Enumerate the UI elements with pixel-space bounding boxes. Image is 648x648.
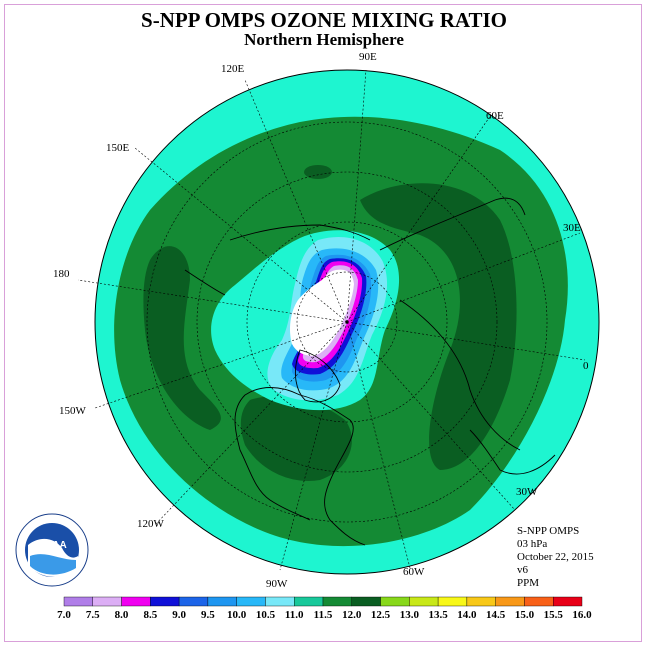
colorbar-swatch xyxy=(351,596,381,607)
info-block: S-NPP OMPS 03 hPa October 22, 2015 v6 PP… xyxy=(517,525,594,590)
colorbar-swatch xyxy=(92,596,122,607)
colorbar-tick-label: 7.5 xyxy=(86,609,100,621)
colorbar-tick-label: 13.5 xyxy=(428,609,448,621)
info-version: v6 xyxy=(517,564,528,576)
colorbar-swatch xyxy=(265,596,295,607)
contour-11-5-east xyxy=(360,183,517,470)
noaa-logo-text: NOAA xyxy=(37,540,66,551)
colorbar-tick-label: 12.5 xyxy=(371,609,391,621)
map-border xyxy=(94,69,600,575)
eurasia-coast xyxy=(184,197,526,451)
colorbar-tick-label: 7.0 xyxy=(57,609,71,621)
colorbar-swatch xyxy=(121,596,151,607)
colorbar-swatch xyxy=(380,596,410,607)
colorbar-tick-label: 10.5 xyxy=(256,609,276,621)
colorbar-swatch xyxy=(437,596,468,607)
graticule xyxy=(77,69,586,571)
colorbar-tick-label: 12.0 xyxy=(342,609,362,621)
colorbar-tick-label: 14.0 xyxy=(457,609,477,621)
lon-label-90w: 90W xyxy=(266,578,288,590)
colorbar-tick-label: 10.0 xyxy=(227,609,247,621)
colorbar-tick-label: 8.0 xyxy=(115,609,129,621)
colorbar-tick-label: 13.0 xyxy=(400,609,420,621)
colorbar-swatch xyxy=(294,596,324,607)
ozone-contours xyxy=(114,116,568,547)
colorbar-swatch xyxy=(207,596,237,607)
colorbar-tick-label: 14.5 xyxy=(486,609,506,621)
colorbar-swatch xyxy=(236,596,266,607)
figure-frame xyxy=(4,4,642,642)
info-instrument: S-NPP OMPS xyxy=(517,525,580,537)
lon-label-30e: 30E xyxy=(563,222,581,234)
noaa-logo: NOAA xyxy=(15,513,89,587)
map-title: S-NPP OMPS OZONE MIXING RATIO xyxy=(141,8,507,32)
colorbar-tick-label: 9.5 xyxy=(201,609,215,621)
lon-label-120e: 120E xyxy=(221,63,245,75)
north-america-coast xyxy=(234,387,366,546)
africa-coast xyxy=(469,429,556,475)
colorbar: 7.0 7.5 8.0 8.5 9.0 9.5 10.0 10.5 11.0 11.5 12.0 12… xyxy=(57,596,592,621)
colorbar-tick-label: 8.5 xyxy=(143,609,157,621)
colorbar-tick-label: 15.0 xyxy=(515,609,535,621)
colorbar-tick-label: 15.5 xyxy=(544,609,564,621)
contour-11-5-north xyxy=(304,165,332,179)
lon-label-180: 180 xyxy=(53,268,70,280)
colorbar-tick-label: 16.0 xyxy=(572,609,592,621)
map-subtitle: Northern Hemisphere xyxy=(244,30,404,49)
lon-label-0: 0 xyxy=(583,360,589,372)
colorbar-swatch xyxy=(553,596,583,607)
lon-label-90e: 90E xyxy=(359,51,377,63)
lon-label-120w: 120W xyxy=(137,518,164,530)
coastlines xyxy=(184,197,556,546)
colorbar-swatch xyxy=(322,596,352,607)
colorbar-swatch xyxy=(495,596,525,607)
colorbar-swatch xyxy=(466,596,496,607)
colorbar-swatch xyxy=(409,596,439,607)
colorbar-swatch xyxy=(524,596,554,607)
colorbar-swatch xyxy=(178,596,209,607)
contour-11-5-south xyxy=(240,396,352,481)
colorbar-tick-label: 11.5 xyxy=(314,609,333,621)
colorbar-swatch xyxy=(150,596,180,607)
lon-label-150e: 150E xyxy=(106,142,130,154)
contour-11-5-west xyxy=(143,246,221,430)
polar-core xyxy=(290,269,354,356)
colorbar-tick-label: 11.0 xyxy=(285,609,304,621)
lon-label-60e: 60E xyxy=(486,110,504,122)
lon-label-30w: 30W xyxy=(516,486,538,498)
info-level: 03 hPa xyxy=(517,538,548,550)
colorbar-tick-label: 9.0 xyxy=(172,609,186,621)
lon-label-150w: 150W xyxy=(59,405,86,417)
colorbar-swatch xyxy=(63,596,93,607)
greenland-coast xyxy=(294,349,341,403)
info-date: October 22, 2015 xyxy=(517,551,594,563)
lon-label-60w: 60W xyxy=(403,566,425,578)
info-unit: PPM xyxy=(517,577,540,589)
